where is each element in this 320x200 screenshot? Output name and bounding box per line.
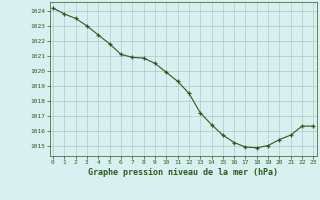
X-axis label: Graphe pression niveau de la mer (hPa): Graphe pression niveau de la mer (hPa)	[88, 168, 278, 177]
